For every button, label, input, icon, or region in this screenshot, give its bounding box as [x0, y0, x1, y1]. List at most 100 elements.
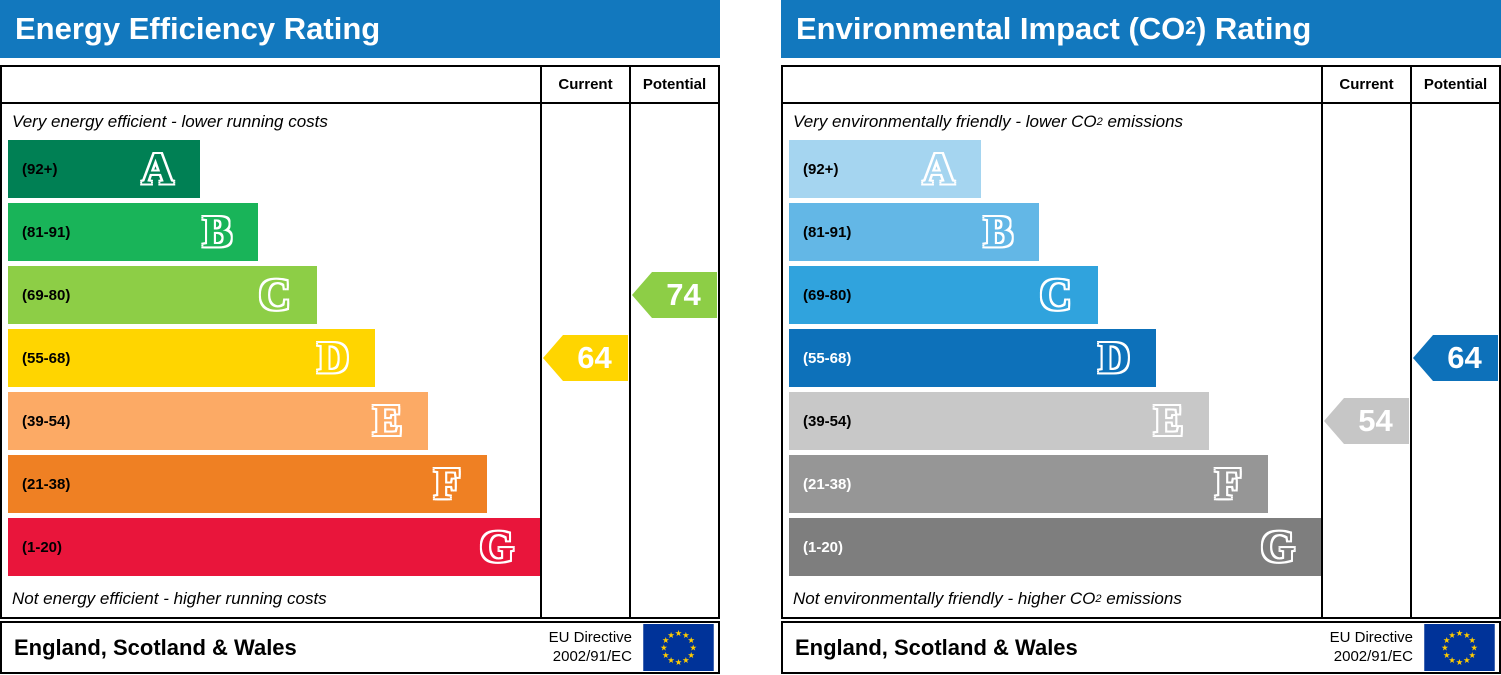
environmental-chart-title-post: ) Rating	[1195, 11, 1312, 46]
band-letter: C	[258, 270, 291, 319]
svg-text:★: ★	[1443, 635, 1450, 645]
svg-text:★: ★	[682, 655, 689, 665]
svg-text:★: ★	[1448, 630, 1455, 640]
energy-band-bar-c: (69-80) C	[8, 266, 317, 324]
chart-energy-efficiency: Energy Efficiency Rating Current Potenti…	[0, 0, 720, 675]
band-range-label: (69-80)	[803, 286, 852, 304]
band-row-d: (55-68) D	[789, 329, 1321, 392]
environmental-band-bar-e: (39-54) E	[789, 392, 1210, 450]
svg-text:★: ★	[662, 635, 669, 645]
energy-current-rating-pointer: 64	[543, 335, 628, 381]
eu-directive-line2: 2002/91/EC	[1333, 647, 1413, 665]
environmental-top-note-text: Very environmentally friendly - lower CO	[793, 112, 1097, 131]
svg-text:★: ★	[1443, 650, 1450, 660]
band-letter: D	[317, 333, 350, 382]
svg-text:★: ★	[1470, 643, 1477, 653]
environmental-bottom-note-text: Not environmentally friendly - higher CO	[793, 589, 1096, 608]
energy-current-column-header: Current	[540, 67, 629, 102]
band-row-c: (69-80) C	[789, 266, 1321, 329]
energy-potential-rating-value: 74	[666, 277, 701, 312]
eu-directive-label: EU Directive 2002/91/EC	[1330, 629, 1413, 667]
energy-potential-column: 74	[629, 104, 718, 617]
band-letter: F	[433, 459, 461, 508]
energy-chart-body: Very energy efficient - lower running co…	[2, 104, 718, 617]
band-range-label: (1-20)	[803, 538, 844, 556]
environmental-band-bar-c: (69-80) C	[789, 266, 1098, 324]
svg-text:★: ★	[688, 635, 695, 645]
energy-band-bar-b: (81-91) B	[8, 203, 259, 261]
svg-text:★: ★	[682, 630, 689, 640]
energy-band-bar-a: (92+) A	[8, 140, 200, 198]
band-range-label: (21-38)	[803, 475, 852, 493]
svg-text:★: ★	[667, 655, 674, 665]
svg-text:★: ★	[662, 650, 669, 660]
energy-potential-rating-pointer: 74	[632, 272, 717, 318]
svg-text:★: ★	[1463, 630, 1470, 640]
environmental-column-header-row: Current Potential	[783, 67, 1499, 104]
band-row-e: (39-54) E	[789, 392, 1321, 455]
environmental-top-note: Very environmentally friendly - lower CO…	[783, 104, 1321, 140]
band-letter: A	[922, 144, 955, 193]
environmental-potential-column: 64	[1410, 104, 1499, 617]
svg-text:★: ★	[667, 630, 674, 640]
energy-current-column: 64	[540, 104, 629, 617]
band-row-f: (21-38) F	[789, 455, 1321, 518]
band-row-c: (69-80) C	[8, 266, 540, 329]
band-row-e: (39-54) E	[8, 392, 540, 455]
band-row-d: (55-68) D	[8, 329, 540, 392]
environmental-top-note-sub: 2	[1096, 116, 1103, 128]
band-letter: E	[1153, 396, 1184, 445]
band-range-label: (39-54)	[803, 412, 852, 430]
band-range-label: (39-54)	[22, 412, 71, 430]
environmental-header-spacer	[783, 67, 1321, 102]
environmental-current-rating-pointer: 54	[1324, 398, 1409, 444]
environmental-chart-title-sub: 2	[1185, 18, 1196, 39]
environmental-current-rating-value: 54	[1358, 403, 1393, 438]
environmental-current-column-header: Current	[1321, 67, 1410, 102]
energy-potential-column-header: Potential	[629, 67, 718, 102]
svg-text:★: ★	[1456, 657, 1463, 667]
environmental-band-area: Very environmentally friendly - lower CO…	[783, 104, 1321, 617]
band-range-label: (92+)	[803, 160, 839, 178]
environmental-potential-column-header: Potential	[1410, 67, 1499, 102]
eu-directive-line1: EU Directive	[1329, 628, 1413, 646]
svg-text:★: ★	[660, 643, 667, 653]
environmental-current-column: 54	[1321, 104, 1410, 617]
svg-text:★: ★	[689, 643, 696, 653]
environmental-chart-box: Current Potential Very environmentally f…	[781, 65, 1501, 619]
band-range-label: (92+)	[22, 160, 58, 178]
environmental-band-bar-a: (92+) A	[789, 140, 981, 198]
eu-directive-line1: EU Directive	[548, 628, 632, 646]
band-range-label: (21-38)	[22, 475, 71, 493]
band-range-label: (1-20)	[22, 538, 63, 556]
band-row-a: (92+) A	[8, 140, 540, 203]
energy-top-note-text: Very energy efficient - lower running co…	[12, 112, 328, 131]
energy-band-bar-d: (55-68) D	[8, 329, 376, 387]
energy-top-note: Very energy efficient - lower running co…	[2, 104, 540, 140]
region-label: England, Scotland & Wales	[14, 634, 297, 660]
band-range-label: (69-80)	[22, 286, 71, 304]
energy-band-bar-f: (21-38) F	[8, 455, 487, 513]
eu-flag-icon: ★ ★ ★ ★ ★ ★ ★ ★ ★ ★ ★ ★	[642, 624, 715, 671]
environmental-bands: (92+) A (81-91) B (69-80	[783, 140, 1321, 581]
band-row-a: (92+) A	[789, 140, 1321, 203]
environmental-bottom-note-sub: 2	[1095, 593, 1102, 605]
environmental-bottom-note-post: emissions	[1101, 589, 1182, 608]
energy-column-header-row: Current Potential	[2, 67, 718, 104]
environmental-band-bar-d: (55-68) D	[789, 329, 1157, 387]
chart-environmental-impact: Environmental Impact (CO 2) Rating Curren…	[781, 0, 1501, 675]
environmental-band-bar-f: (21-38) F	[789, 455, 1268, 513]
energy-bottom-note: Not energy efficient - higher running co…	[2, 581, 540, 617]
band-letter: C	[1039, 270, 1072, 319]
band-range-label: (81-91)	[803, 223, 852, 241]
energy-chart-title: Energy Efficiency Rating	[15, 11, 381, 46]
energy-band-bar-g: (1-20) G	[8, 518, 540, 576]
band-letter: G	[479, 522, 514, 571]
environmental-potential-rating-pointer: 64	[1413, 335, 1498, 381]
eu-directive-line2: 2002/91/EC	[552, 647, 632, 665]
eu-directive-label: EU Directive 2002/91/EC	[549, 629, 632, 667]
band-row-g: (1-20) G	[789, 518, 1321, 581]
environmental-chart-title: Environmental Impact (CO	[796, 11, 1186, 46]
region-label: England, Scotland & Wales	[795, 634, 1078, 660]
